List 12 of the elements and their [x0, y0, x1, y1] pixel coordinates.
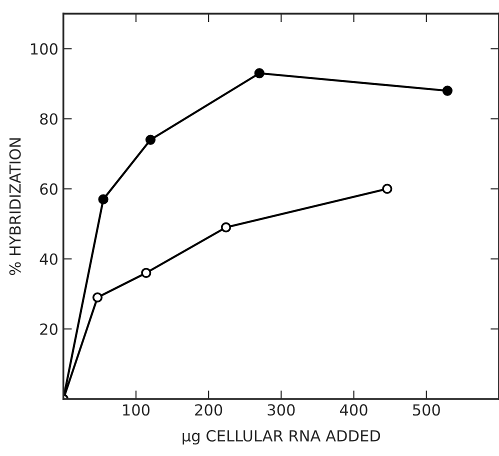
y-tick-label: 20 [40, 323, 58, 335]
x-axis-title: μg CELLULAR RNA ADDED [182, 430, 380, 445]
y-tick-label: 40 [40, 253, 58, 265]
x-tick-label: 500 [412, 404, 440, 416]
y-axis-title: % HYBRIDIZATION [9, 138, 21, 276]
y-tick-label: 80 [40, 113, 58, 125]
y-tick-label: 60 [40, 183, 58, 195]
x-tick-label: 100 [123, 404, 150, 416]
y-tick-label: 100 [31, 43, 58, 55]
x-tick-label: 400 [340, 404, 368, 416]
x-tick-label: 300 [268, 404, 295, 416]
x-tick-label: 200 [195, 404, 222, 416]
